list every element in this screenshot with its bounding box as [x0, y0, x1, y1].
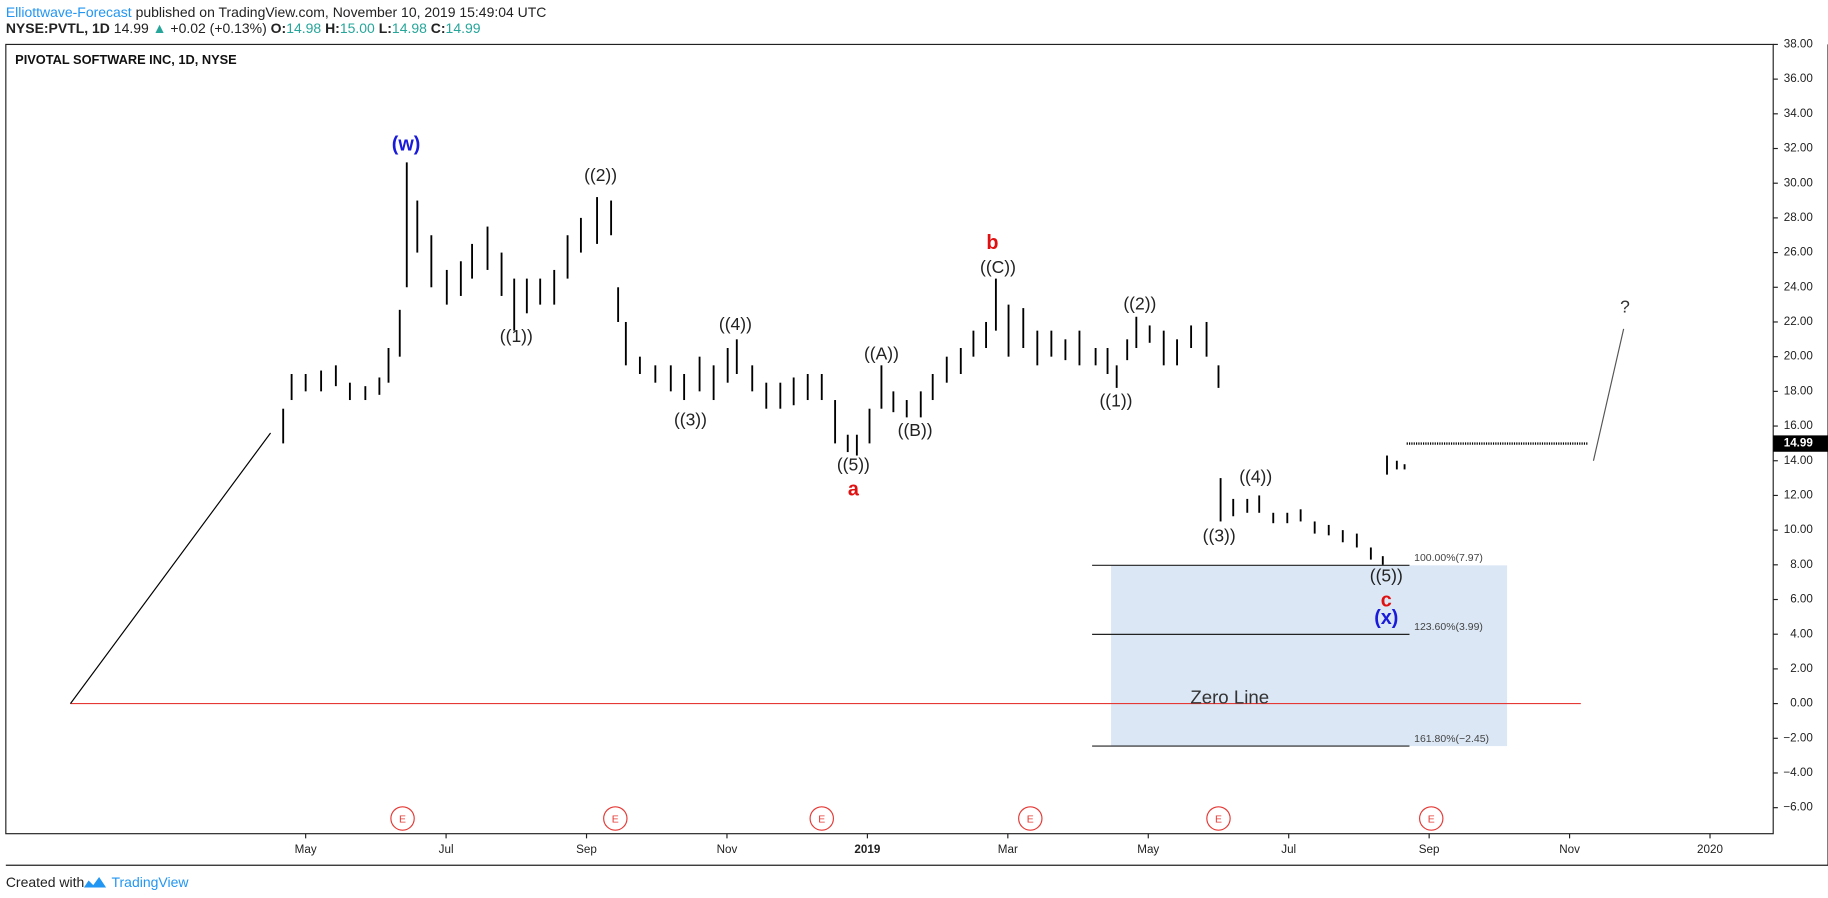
- earnings-label: E: [1428, 813, 1435, 825]
- wave-label: ((2)): [584, 165, 617, 185]
- wave-label: ((B)): [898, 420, 933, 440]
- y-tick-label: −4.00: [1783, 766, 1813, 779]
- y-tick-label: 36.00: [1784, 72, 1814, 85]
- symbol-line: NYSE:PVTL, 1D 14.99 ▲ +0.02 (+0.13%) O:1…: [6, 20, 481, 36]
- wave-label: ((4)): [719, 314, 752, 334]
- x-tick-label: Jul: [1281, 843, 1296, 856]
- trend-line: [69, 432, 272, 704]
- wave-label: (x): [1374, 607, 1398, 629]
- y-tick-label: 32.00: [1784, 142, 1814, 155]
- plot-frame: [5, 43, 1774, 835]
- wave-label: (w): [392, 133, 421, 155]
- y-tick-label: 4.00: [1790, 627, 1813, 640]
- earnings-marker: [809, 806, 834, 831]
- publisher: Elliottwave-Forecast: [6, 4, 132, 20]
- wave-label: ((C)): [980, 257, 1016, 277]
- earnings-label: E: [612, 813, 619, 825]
- earnings-marker: [603, 806, 628, 831]
- footer: Created with TradingView: [6, 873, 189, 889]
- fib-label: 100.00%(7.97): [1414, 552, 1483, 564]
- y-tick-label: 16.00: [1784, 419, 1814, 432]
- y-tick-label: 20.00: [1784, 350, 1814, 363]
- earnings-label: E: [1027, 813, 1034, 825]
- y-tick-label: −2.00: [1783, 731, 1813, 744]
- wave-label: a: [848, 478, 860, 500]
- last-price-tag: [1773, 435, 1828, 452]
- y-tick-label: 18.00: [1784, 384, 1814, 397]
- y-tick-label: 26.00: [1784, 246, 1814, 259]
- chart-title: PIVOTAL SOFTWARE INC, 1D, NYSE: [15, 52, 237, 67]
- x-tick-label: Nov: [1559, 843, 1580, 856]
- y-tick-label: 22.00: [1784, 315, 1814, 328]
- y-tick-label: 14.00: [1784, 454, 1814, 467]
- change: +0.02 (+0.13%): [170, 20, 266, 36]
- last: 14.99: [114, 20, 149, 36]
- arrow: ▲: [153, 20, 167, 36]
- fib-label: 161.80%(−2.45): [1414, 733, 1489, 745]
- last-price-label: 14.99: [1784, 437, 1814, 450]
- wave-label: ((1)): [500, 326, 533, 346]
- y-tick-label: 10.00: [1784, 523, 1814, 536]
- x-tick-label: Sep: [576, 843, 597, 856]
- earnings-marker: [1419, 806, 1444, 831]
- x-tick-label: Nov: [717, 843, 738, 856]
- brand: TradingView: [112, 873, 190, 889]
- h: 15.00: [340, 20, 375, 36]
- y-tick-label: 2.00: [1790, 662, 1813, 675]
- trend-line: [1592, 328, 1625, 461]
- created: Created with: [6, 873, 84, 889]
- fib-label: 123.60%(3.99): [1414, 621, 1483, 633]
- y-tick-label: 34.00: [1784, 107, 1814, 120]
- y-tick-label: 8.00: [1790, 558, 1813, 571]
- c: 14.99: [446, 20, 481, 36]
- y-tick-label: −6.00: [1783, 801, 1813, 814]
- wave-label: ((5)): [837, 455, 870, 475]
- earnings-marker: [390, 806, 415, 831]
- wave-label: ((A)): [864, 344, 899, 364]
- earnings-label: E: [818, 813, 825, 825]
- published: published on TradingView.com, November 1…: [136, 4, 547, 20]
- wave-label: b: [986, 232, 998, 254]
- publish-line: Elliottwave-Forecast published on Tradin…: [6, 4, 547, 20]
- y-tick-label: 12.00: [1784, 489, 1814, 502]
- fib-box: [1111, 565, 1508, 747]
- y-tick-label: 28.00: [1784, 211, 1814, 224]
- brand-icon: [83, 876, 107, 888]
- o: 14.98: [286, 20, 321, 36]
- l: 14.98: [392, 20, 427, 36]
- y-tick-label: 6.00: [1790, 593, 1813, 606]
- l-label: L:: [379, 20, 392, 36]
- x-tick-label: Mar: [998, 843, 1018, 856]
- wave-label: ((5)): [1370, 566, 1403, 586]
- wave-label: ((4)): [1239, 467, 1272, 487]
- y-tick-label: 30.00: [1784, 176, 1814, 189]
- wave-label: ?: [1620, 297, 1630, 317]
- y-tick-label: 38.00: [1784, 38, 1814, 51]
- wave-label: ((2)): [1123, 293, 1156, 313]
- x-tick-label: Jul: [439, 843, 454, 856]
- wave-label: c: [1381, 589, 1392, 611]
- earnings-label: E: [399, 813, 406, 825]
- wave-label: ((3)): [1203, 526, 1236, 546]
- symbol: NYSE:PVTL, 1D: [6, 20, 110, 36]
- zero-line-label: Zero Line: [1190, 686, 1269, 707]
- x-tick-label: 2019: [854, 843, 880, 856]
- x-tick-label: Sep: [1419, 843, 1440, 856]
- x-tick-label: May: [1137, 843, 1159, 856]
- earnings-label: E: [1215, 813, 1222, 825]
- earnings-marker: [1206, 806, 1231, 831]
- wave-label: ((1)): [1099, 390, 1132, 410]
- y-tick-label: 0.00: [1790, 697, 1813, 710]
- c-label: C:: [431, 20, 446, 36]
- x-tick-label: May: [295, 843, 317, 856]
- earnings-marker: [1018, 806, 1043, 831]
- o-label: O:: [271, 20, 287, 36]
- h-label: H:: [325, 20, 340, 36]
- wave-label: ((3)): [674, 409, 707, 429]
- x-tick-label: 2020: [1697, 843, 1723, 856]
- y-tick-label: 24.00: [1784, 280, 1814, 293]
